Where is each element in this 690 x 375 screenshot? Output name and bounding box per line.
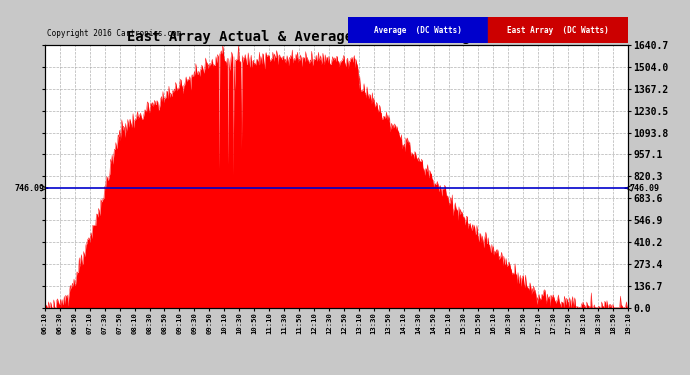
Text: Copyright 2016 Cartronics.com: Copyright 2016 Cartronics.com — [47, 28, 181, 38]
Text: Average  (DC Watts): Average (DC Watts) — [374, 26, 462, 34]
Bar — [348, 17, 488, 43]
Text: 746.09: 746.09 — [629, 184, 659, 193]
Title: East Array Actual & Average Power Wed Aug 31 19:28: East Array Actual & Average Power Wed Au… — [127, 30, 546, 44]
Bar — [488, 17, 628, 43]
Text: 746.09: 746.09 — [14, 184, 44, 193]
Text: East Array  (DC Watts): East Array (DC Watts) — [507, 26, 609, 34]
